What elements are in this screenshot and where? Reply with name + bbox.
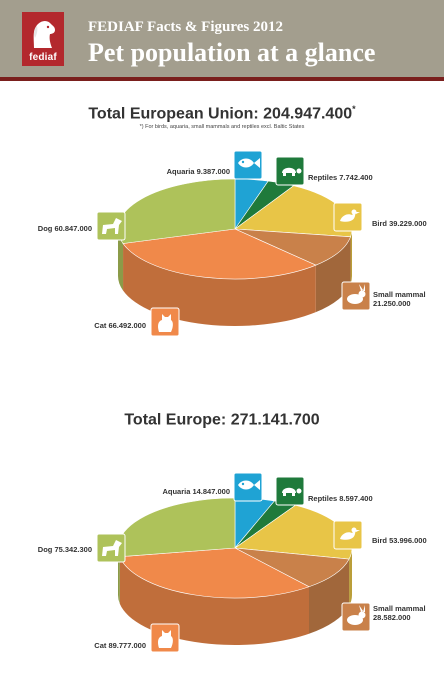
label-value: 21.250.000 (373, 299, 411, 308)
slice-cat (122, 228, 317, 280)
label-text-reptiles: Reptiles 8.597.400 (308, 494, 373, 503)
slice-side-bird (350, 229, 352, 284)
dog-icon (96, 533, 126, 563)
cat-icon (150, 307, 180, 337)
label-text-aquaria: Aquaria 14.847.000 (162, 487, 230, 496)
bird-icon (333, 202, 363, 232)
chart-title-europe: Total Europe: 271.141.700 (0, 410, 444, 429)
turtle-icon (275, 476, 305, 506)
label-text-bird: Bird 39.229.000 (372, 219, 427, 228)
slice-label-reptiles: Reptiles 7.742.400 (275, 156, 373, 186)
slice-label-dog: Dog 60.847.000 (38, 211, 126, 241)
label-text-dog: Dog 75.342.300 (38, 545, 92, 554)
chart-note-eu: *) For birds, aquaria, small mammals and… (139, 124, 305, 130)
cat-icon (150, 623, 180, 653)
label-text-aquaria: Aquaria 9.387.000 (167, 167, 230, 176)
turtle-icon (275, 156, 305, 186)
page-title: Pet population at a glance (88, 38, 376, 67)
slice-cat (119, 547, 310, 599)
slice-side-bird (349, 548, 352, 607)
label-text-cat: Cat 89.777.000 (94, 641, 146, 650)
pie-sides (118, 229, 352, 326)
slice-label-reptiles: Reptiles 8.597.400 (275, 476, 373, 506)
dog-icon (96, 211, 126, 241)
label-text-small-mammal: Small mammal 21.250.000 (373, 290, 426, 308)
label-text-reptiles: Reptiles 7.742.400 (308, 173, 373, 182)
slice-label-bird: Bird 39.229.000 (333, 202, 427, 232)
rabbit-icon (341, 281, 371, 311)
fish-icon (233, 472, 263, 502)
label-text-small-mammal: Small mammal 28.582.000 (373, 604, 426, 622)
slice-label-dog: Dog 75.342.300 (38, 533, 126, 563)
rabbit-icon (341, 602, 371, 632)
dog-head-logo-icon (33, 21, 55, 48)
chart-title-eu-text: Total European Union: 204.947.400 (88, 105, 353, 123)
slice-small-mammal (234, 547, 350, 588)
label-category: Small mammal (373, 290, 426, 299)
logo-text: fediaf (29, 52, 57, 63)
slice-dog (117, 497, 236, 558)
slice-label-bird: Bird 53.996.000 (333, 520, 427, 550)
slice-label-aquaria: Aquaria 9.387.000 (167, 150, 263, 180)
chart-title-eu: Total European Union: 204.947.400* (0, 104, 444, 123)
slice-side-cat (119, 556, 309, 645)
label-text-cat: Cat 66.492.000 (94, 321, 146, 330)
slice-side-cat (123, 243, 316, 326)
label-text-dog: Dog 60.847.000 (38, 224, 92, 233)
slice-side-dog (118, 229, 124, 291)
slice-side-small-mammal (308, 559, 350, 634)
slice-label-cat: Cat 89.777.000 (94, 623, 180, 653)
label-text-bird: Bird 53.996.000 (372, 536, 427, 545)
label-category: Small mammal (373, 604, 426, 613)
chart-title-eu-mark: * (352, 104, 356, 114)
pie-chart-eu: Aquaria 9.387.000 Reptiles 7.742.400 Bird … (38, 150, 427, 337)
pie-chart-europe: Aquaria 14.847.000 Reptiles 8.597.400 Bird… (38, 472, 427, 653)
fediaf-logo: fediaf (22, 12, 64, 66)
slice-label-small-mammal: Small mammal 28.582.000 (341, 602, 426, 632)
slice-label-small-mammal: Small mammal 21.250.000 (341, 281, 426, 311)
pie-sides (118, 548, 352, 645)
header-divider (0, 77, 444, 81)
pie-tops (117, 178, 353, 280)
fish-icon (233, 150, 263, 180)
header-banner: fediaf FEDIAF Facts & Figures 2012 Pet p… (0, 0, 444, 77)
header-subtitle: FEDIAF Facts & Figures 2012 (88, 19, 283, 35)
slice-small-mammal (234, 228, 351, 266)
slice-label-cat: Cat 66.492.000 (94, 307, 180, 337)
bird-icon (333, 520, 363, 550)
label-value: 28.582.000 (373, 613, 411, 622)
pie-tops (117, 497, 353, 599)
chart-title-europe-text: Total Europe: 271.141.700 (124, 411, 320, 429)
slice-label-aquaria: Aquaria 14.847.000 (162, 472, 263, 502)
